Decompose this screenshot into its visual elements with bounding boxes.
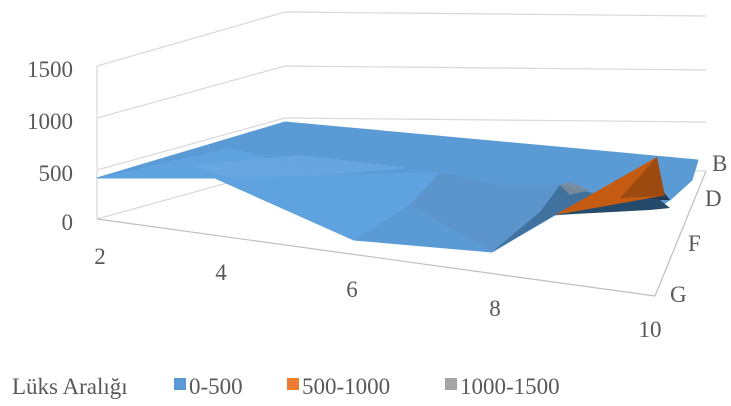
floor-edges [96, 170, 707, 297]
depth-tick-label: B [712, 151, 727, 176]
floor-right-edge [654, 170, 707, 297]
x-tick-label: 6 [346, 277, 358, 302]
x-axis-tick-labels: 2 4 6 8 10 [94, 244, 661, 342]
z-tick-label: 1000 [27, 109, 73, 134]
surface-dark-facet-2 [555, 195, 670, 215]
depth-axis-tick-labels: BDF G [670, 151, 727, 307]
depth-tick-label: D [705, 186, 722, 211]
legend-label: 0-500 [189, 374, 243, 399]
legend-label: 500-1000 [302, 374, 390, 399]
surface-orange-peak [555, 157, 662, 215]
surface-grey-facet [560, 182, 590, 195]
depth-tick-label: G [670, 282, 687, 307]
floor-front-edge [96, 218, 656, 297]
gridline-1500 [96, 11, 707, 67]
depth-tick-label: F [688, 231, 701, 256]
surface-dark-facet-1 [492, 185, 600, 252]
z-axis-tick-labels: 0 500 1000 1500 [27, 57, 73, 235]
legend-label: 1000-1500 [460, 374, 560, 399]
z-tick-label: 500 [39, 161, 74, 186]
z-tick-label: 0 [62, 210, 74, 235]
x-tick-label: 2 [94, 244, 106, 269]
surface-front-facet [97, 148, 440, 240]
legend-swatch [174, 378, 186, 390]
surface-mid-facet [190, 155, 410, 178]
surface-layer [96, 121, 699, 253]
gridline-500 [96, 117, 707, 171]
legend-title: Lüks Aralığı [12, 374, 128, 399]
z-tick-label: 1500 [27, 57, 73, 82]
x-tick-label: 4 [215, 260, 227, 285]
x-tick-label: 8 [489, 296, 501, 321]
legend: Lüks Aralığı 0-500 500-1000 1000-1500 [12, 374, 560, 399]
legend-swatch [287, 378, 299, 390]
legend-swatch [445, 378, 457, 390]
x-tick-label: 10 [639, 317, 662, 342]
gridline-1000 [96, 65, 707, 119]
surface-orange-face [620, 157, 665, 198]
